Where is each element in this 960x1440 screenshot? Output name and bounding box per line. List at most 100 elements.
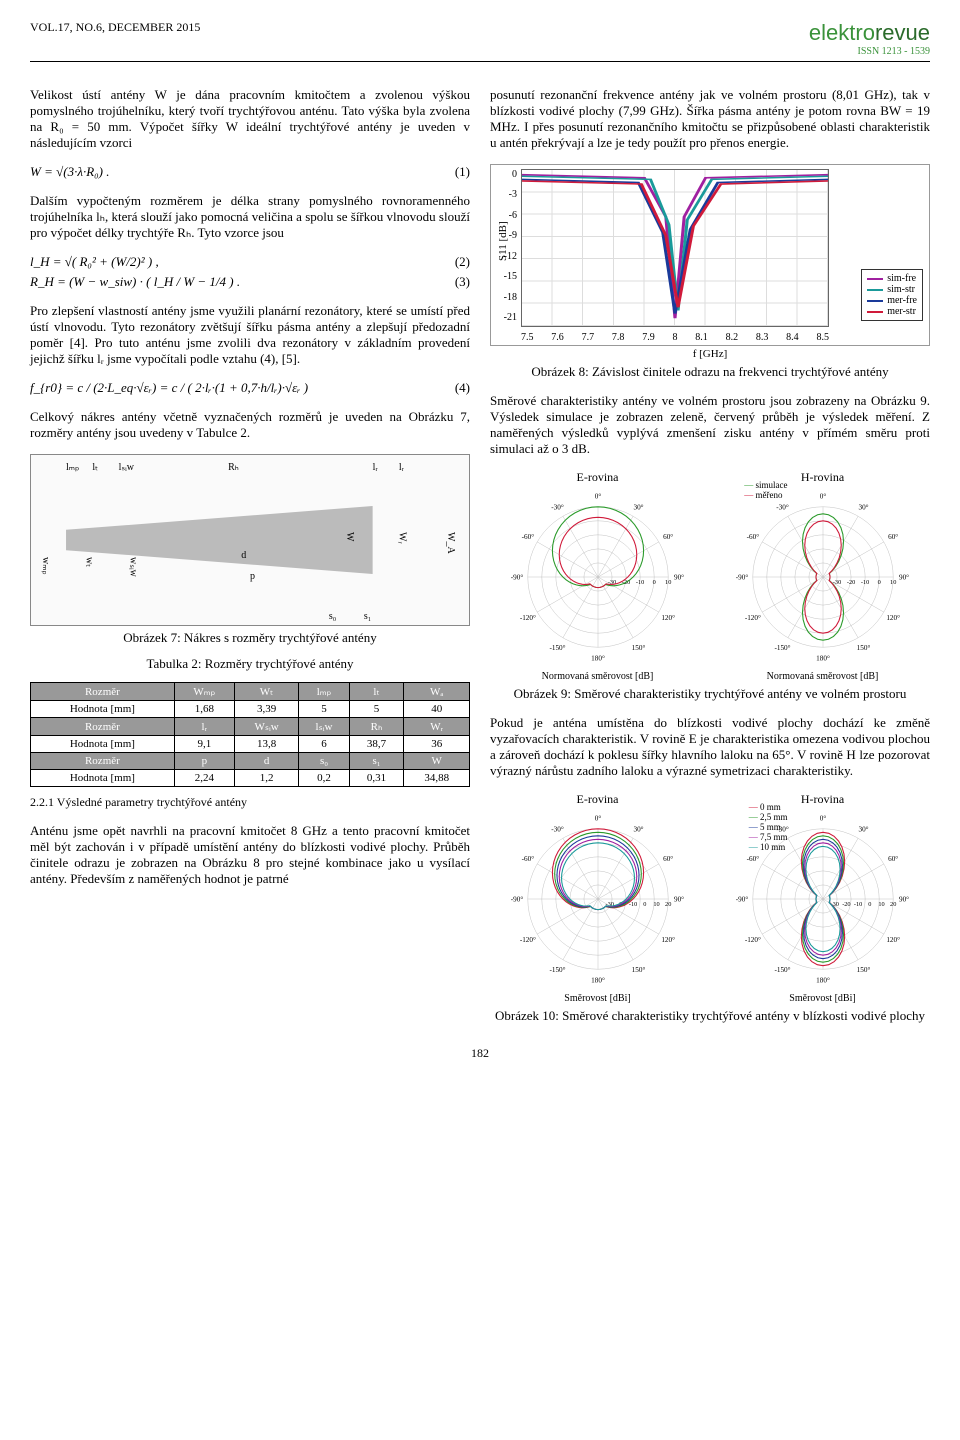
page-header: VOL.17, NO.6, DECEMBER 2015 elektrorevue…	[30, 20, 930, 62]
issn: ISSN 1213 - 1539	[809, 46, 930, 57]
polar-9-e: E-rovina 0°30°60°90°120°150°180°-150°-12…	[498, 470, 698, 682]
polar-10-e: E-rovina 0°30°60°90°120°150°180°-150°-12…	[498, 792, 698, 1004]
dim-label: W	[344, 532, 355, 541]
dim-label: lₛᵢw	[119, 462, 134, 473]
para: Celkový nákres antény včetně vyznačených…	[30, 409, 470, 441]
para: Pro zlepšení vlastností antény jsme využ…	[30, 303, 470, 367]
svg-text:-60°: -60°	[521, 855, 534, 863]
svg-text:-120°: -120°	[744, 936, 760, 944]
svg-text:10: 10	[665, 579, 671, 586]
chart-legend: sim-fre sim-str mer-fre mer-str	[861, 269, 923, 321]
dim-label: d	[241, 550, 246, 561]
dim-label: s₀	[329, 611, 336, 622]
svg-text:150°: 150°	[856, 644, 870, 652]
svg-text:-60°: -60°	[746, 855, 759, 863]
svg-text:-10: -10	[635, 579, 643, 586]
volume-info: VOL.17, NO.6, DECEMBER 2015	[30, 20, 200, 35]
curves	[522, 170, 828, 326]
table-row: Rozměrpds₀s₁W	[31, 753, 470, 770]
svg-text:0°: 0°	[819, 815, 826, 823]
svg-text:-20: -20	[842, 901, 850, 908]
figure-7-diagram: lₘₚ lₜ lₛᵢw Rₕ lᵣ lᵣ d p s₀ s₁ wₘₚ wₜ wₛ…	[30, 454, 470, 626]
svg-text:20: 20	[890, 901, 896, 908]
logo: elektrorevue	[809, 20, 930, 46]
svg-text:180°: 180°	[816, 977, 830, 985]
left-column: Velikost ústí antény W je dána pracovním…	[30, 74, 470, 1034]
svg-text:0: 0	[643, 901, 646, 908]
svg-text:0: 0	[868, 901, 871, 908]
svg-text:0°: 0°	[594, 493, 601, 501]
svg-text:90°: 90°	[898, 896, 908, 904]
svg-text:0: 0	[652, 579, 655, 586]
svg-text:-120°: -120°	[519, 936, 535, 944]
figure-10-caption: Obrázek 10: Směrové charakteristiky tryc…	[490, 1008, 930, 1024]
polar-plot-icon: 0°30°60°90°120°150°180°-150°-120°-90°-60…	[508, 809, 688, 989]
dim-label: wₘₚ	[40, 557, 51, 575]
svg-text:90°: 90°	[673, 896, 683, 904]
table-row: Hodnota [mm]1,683,395540	[31, 701, 470, 718]
para: Pokud je anténa umístěna do blízkosti vo…	[490, 715, 930, 779]
svg-text:-150°: -150°	[549, 966, 565, 974]
table-2: Rozměr WₘₚWₜlₘₚlₜWₐ Hodnota [mm]1,683,39…	[30, 682, 470, 787]
svg-text:90°: 90°	[898, 574, 908, 582]
svg-text:-150°: -150°	[774, 644, 790, 652]
svg-text:180°: 180°	[816, 655, 830, 663]
figure-7-caption: Obrázek 7: Nákres s rozměry trychtýřové …	[30, 630, 470, 646]
dim-label: s₁	[364, 611, 371, 622]
svg-text:-120°: -120°	[744, 614, 760, 622]
dim-label: lᵣ	[373, 462, 378, 473]
para: Dalším vypočteným rozměrem je délka stra…	[30, 193, 470, 241]
dim-label: wₜ	[84, 557, 95, 567]
equation-2: l_H = √( R₀² + (W/2)² ) ,(2)	[30, 254, 470, 270]
page-number: 182	[30, 1046, 930, 1061]
svg-text:-30°: -30°	[551, 504, 564, 512]
para: Směrové charakteristiky antény ve volném…	[490, 393, 930, 457]
right-column: posunutí rezonanční frekvence antény jak…	[490, 74, 930, 1034]
svg-text:60°: 60°	[663, 533, 673, 541]
dim-label: lᵣ	[399, 462, 404, 473]
svg-text:-30°: -30°	[551, 826, 564, 834]
svg-text:0°: 0°	[594, 815, 601, 823]
horn-shape	[66, 506, 373, 574]
svg-text:-10: -10	[860, 579, 868, 586]
dim-label: Rₕ	[228, 462, 239, 473]
logo-block: elektrorevue ISSN 1213 - 1539	[809, 20, 930, 57]
svg-text:10: 10	[878, 901, 884, 908]
svg-text:30°: 30°	[858, 504, 868, 512]
table-row: RozměrlᵣWₛᵢwlₛᵢwRₕWᵣ	[31, 718, 470, 736]
svg-text:-10: -10	[853, 901, 861, 908]
svg-text:10: 10	[653, 901, 659, 908]
svg-text:150°: 150°	[631, 966, 645, 974]
svg-text:180°: 180°	[591, 655, 605, 663]
para: posunutí rezonanční frekvence antény jak…	[490, 87, 930, 151]
svg-text:-60°: -60°	[521, 533, 534, 541]
svg-text:10: 10	[890, 579, 896, 586]
table-2-caption: Tabulka 2: Rozměry trychtýřové antény	[30, 656, 470, 672]
dim-label: W_A	[445, 532, 456, 554]
svg-text:60°: 60°	[663, 855, 673, 863]
svg-text:60°: 60°	[888, 533, 898, 541]
svg-text:150°: 150°	[856, 966, 870, 974]
svg-text:-30°: -30°	[776, 504, 789, 512]
svg-text:-90°: -90°	[510, 574, 523, 582]
svg-text:-90°: -90°	[735, 574, 748, 582]
x-ticks: 7.57.67.77.87.988.18.28.38.48.5	[521, 332, 829, 343]
svg-text:-20: -20	[846, 579, 854, 586]
svg-text:-150°: -150°	[549, 644, 565, 652]
svg-text:0°: 0°	[819, 493, 826, 501]
figure-9-polars: E-rovina 0°30°60°90°120°150°180°-150°-12…	[490, 470, 930, 682]
figure-10-polars: E-rovina 0°30°60°90°120°150°180°-150°-12…	[490, 792, 930, 1004]
table-row: Hodnota [mm]9,113,8638,736	[31, 736, 470, 753]
figure-9-caption: Obrázek 9: Směrové charakteristiky trych…	[490, 686, 930, 702]
polar-9-legend: — simulace — měřeno	[744, 480, 787, 500]
polar-10-legend: — 0 mm — 2,5 mm — 5 mm — 7,5 mm — 10 mm	[749, 802, 788, 852]
svg-text:150°: 150°	[631, 644, 645, 652]
dim-label: lₜ	[92, 462, 98, 473]
plot-area	[521, 169, 829, 327]
dim-label: Wᵣ	[397, 532, 408, 544]
equation-4: f_{r0} = c / (2·L_eq·√εᵣ) = c / ( 2·lᵣ·(…	[30, 380, 470, 396]
svg-text:180°: 180°	[591, 977, 605, 985]
y-label: S11 [dB]	[497, 221, 509, 261]
dim-label: p	[250, 571, 255, 582]
polar-plot-icon: 0°30°60°90°120°150°180°-150°-120°-90°-60…	[733, 487, 913, 667]
